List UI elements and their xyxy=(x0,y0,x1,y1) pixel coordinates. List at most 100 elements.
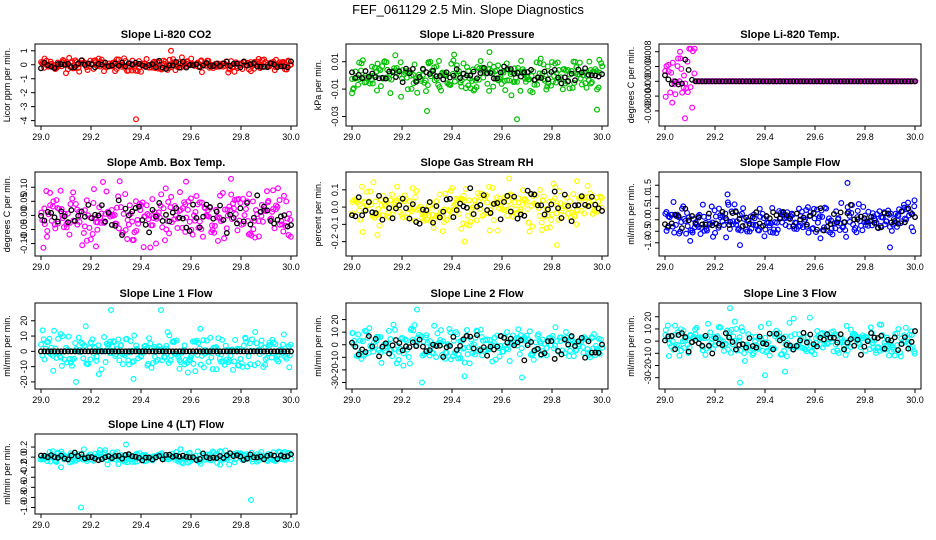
reference-point xyxy=(490,75,497,82)
data-point xyxy=(768,220,775,227)
reference-point xyxy=(68,207,75,214)
reference-point xyxy=(551,67,558,73)
reference-point xyxy=(115,348,122,355)
reference-point xyxy=(122,348,129,355)
data-point xyxy=(570,353,577,360)
data-point xyxy=(58,362,65,369)
data-point xyxy=(349,330,356,337)
reference-point xyxy=(578,69,585,76)
y-tick-label: -30 xyxy=(643,371,653,384)
reference-point xyxy=(599,341,605,348)
data-point xyxy=(504,346,511,353)
data-point xyxy=(865,222,872,229)
reference-point xyxy=(173,58,180,65)
reference-point xyxy=(433,73,440,80)
reference-point xyxy=(220,348,227,355)
reference-point xyxy=(382,340,389,347)
outlier-point xyxy=(62,70,69,77)
reference-point xyxy=(58,452,65,459)
reference-point xyxy=(44,348,51,355)
x-tick-label: 29.8 xyxy=(232,132,250,142)
reference-point xyxy=(572,343,578,349)
data-point xyxy=(484,80,491,87)
data-point xyxy=(699,201,706,208)
x-tick-label: 29.8 xyxy=(543,395,561,405)
data-point xyxy=(821,224,828,231)
data-point xyxy=(93,353,100,360)
data-point xyxy=(446,326,453,333)
reference-point xyxy=(433,343,440,349)
reference-point xyxy=(705,210,712,217)
reference-point xyxy=(685,348,692,355)
outlier-point xyxy=(130,375,137,382)
reference-point xyxy=(763,341,770,348)
reference-point xyxy=(119,59,126,66)
data-point xyxy=(93,357,100,364)
x-tick-label: 29.4 xyxy=(443,262,461,272)
reference-point xyxy=(230,60,237,67)
data-point xyxy=(102,359,109,366)
data-point xyxy=(732,337,739,344)
reference-point xyxy=(689,213,695,219)
reference-point xyxy=(281,63,288,70)
reference-point xyxy=(881,345,888,352)
reference-point xyxy=(75,212,82,219)
data-point xyxy=(40,244,47,251)
reference-point xyxy=(773,78,780,85)
reference-point xyxy=(271,220,278,227)
data-point xyxy=(230,205,237,212)
y-tick-label: -2 xyxy=(19,89,29,97)
x-tick-label: 29.2 xyxy=(706,395,724,405)
reference-point xyxy=(426,199,433,206)
x-tick-label: 29.8 xyxy=(856,395,874,405)
panel-title: Slope Li-820 CO2 xyxy=(121,29,211,41)
data-point xyxy=(664,322,671,329)
data-point xyxy=(722,340,729,347)
data-point xyxy=(374,231,381,238)
outlier-point xyxy=(158,307,165,314)
data-point xyxy=(400,362,407,369)
data-point xyxy=(691,45,698,52)
reference-point xyxy=(41,452,48,459)
y-tick-label: 0 xyxy=(643,339,653,344)
panel-9: Slope Line 3 Flow ml/min per min. 29.0 29.2… xyxy=(626,288,924,405)
data-point xyxy=(271,225,278,232)
data-point xyxy=(378,359,385,366)
reference-point xyxy=(770,78,777,85)
reference-point xyxy=(362,68,369,75)
reference-point xyxy=(739,341,746,348)
panel-title: Slope Li-820 Temp. xyxy=(740,29,839,41)
y-axis-label: percent per min. xyxy=(313,181,323,246)
y-tick-label: -0.05 xyxy=(19,219,29,240)
panel-2: Slope Li-820 Pressure kPa per min. 29.0 29.… xyxy=(313,29,611,142)
data-point xyxy=(186,218,193,225)
reference-point xyxy=(905,205,912,212)
reference-point xyxy=(743,344,750,351)
data-point xyxy=(166,332,173,339)
data-point xyxy=(87,236,94,243)
data-point xyxy=(592,342,599,349)
data-point xyxy=(126,202,133,209)
reference-point xyxy=(572,202,578,209)
data-point xyxy=(744,228,751,235)
data-point xyxy=(400,350,407,357)
data-point xyxy=(544,83,551,90)
data-point xyxy=(221,361,228,368)
reference-point xyxy=(599,71,605,78)
data-point xyxy=(372,198,379,205)
data-point xyxy=(442,190,449,197)
data-point xyxy=(893,223,900,230)
reference-point xyxy=(38,452,44,459)
data-point xyxy=(687,84,694,91)
data-point xyxy=(491,340,498,347)
data-point xyxy=(133,227,140,234)
y-tick-label: -0.10 xyxy=(19,233,29,254)
reference-point xyxy=(71,64,78,70)
reference-point xyxy=(416,74,423,81)
y-tick-label: -10 xyxy=(330,351,340,364)
reference-point xyxy=(487,69,494,76)
data-point xyxy=(859,227,866,234)
outlier-point xyxy=(77,504,84,511)
data-point xyxy=(275,358,282,365)
reference-point xyxy=(132,453,139,460)
